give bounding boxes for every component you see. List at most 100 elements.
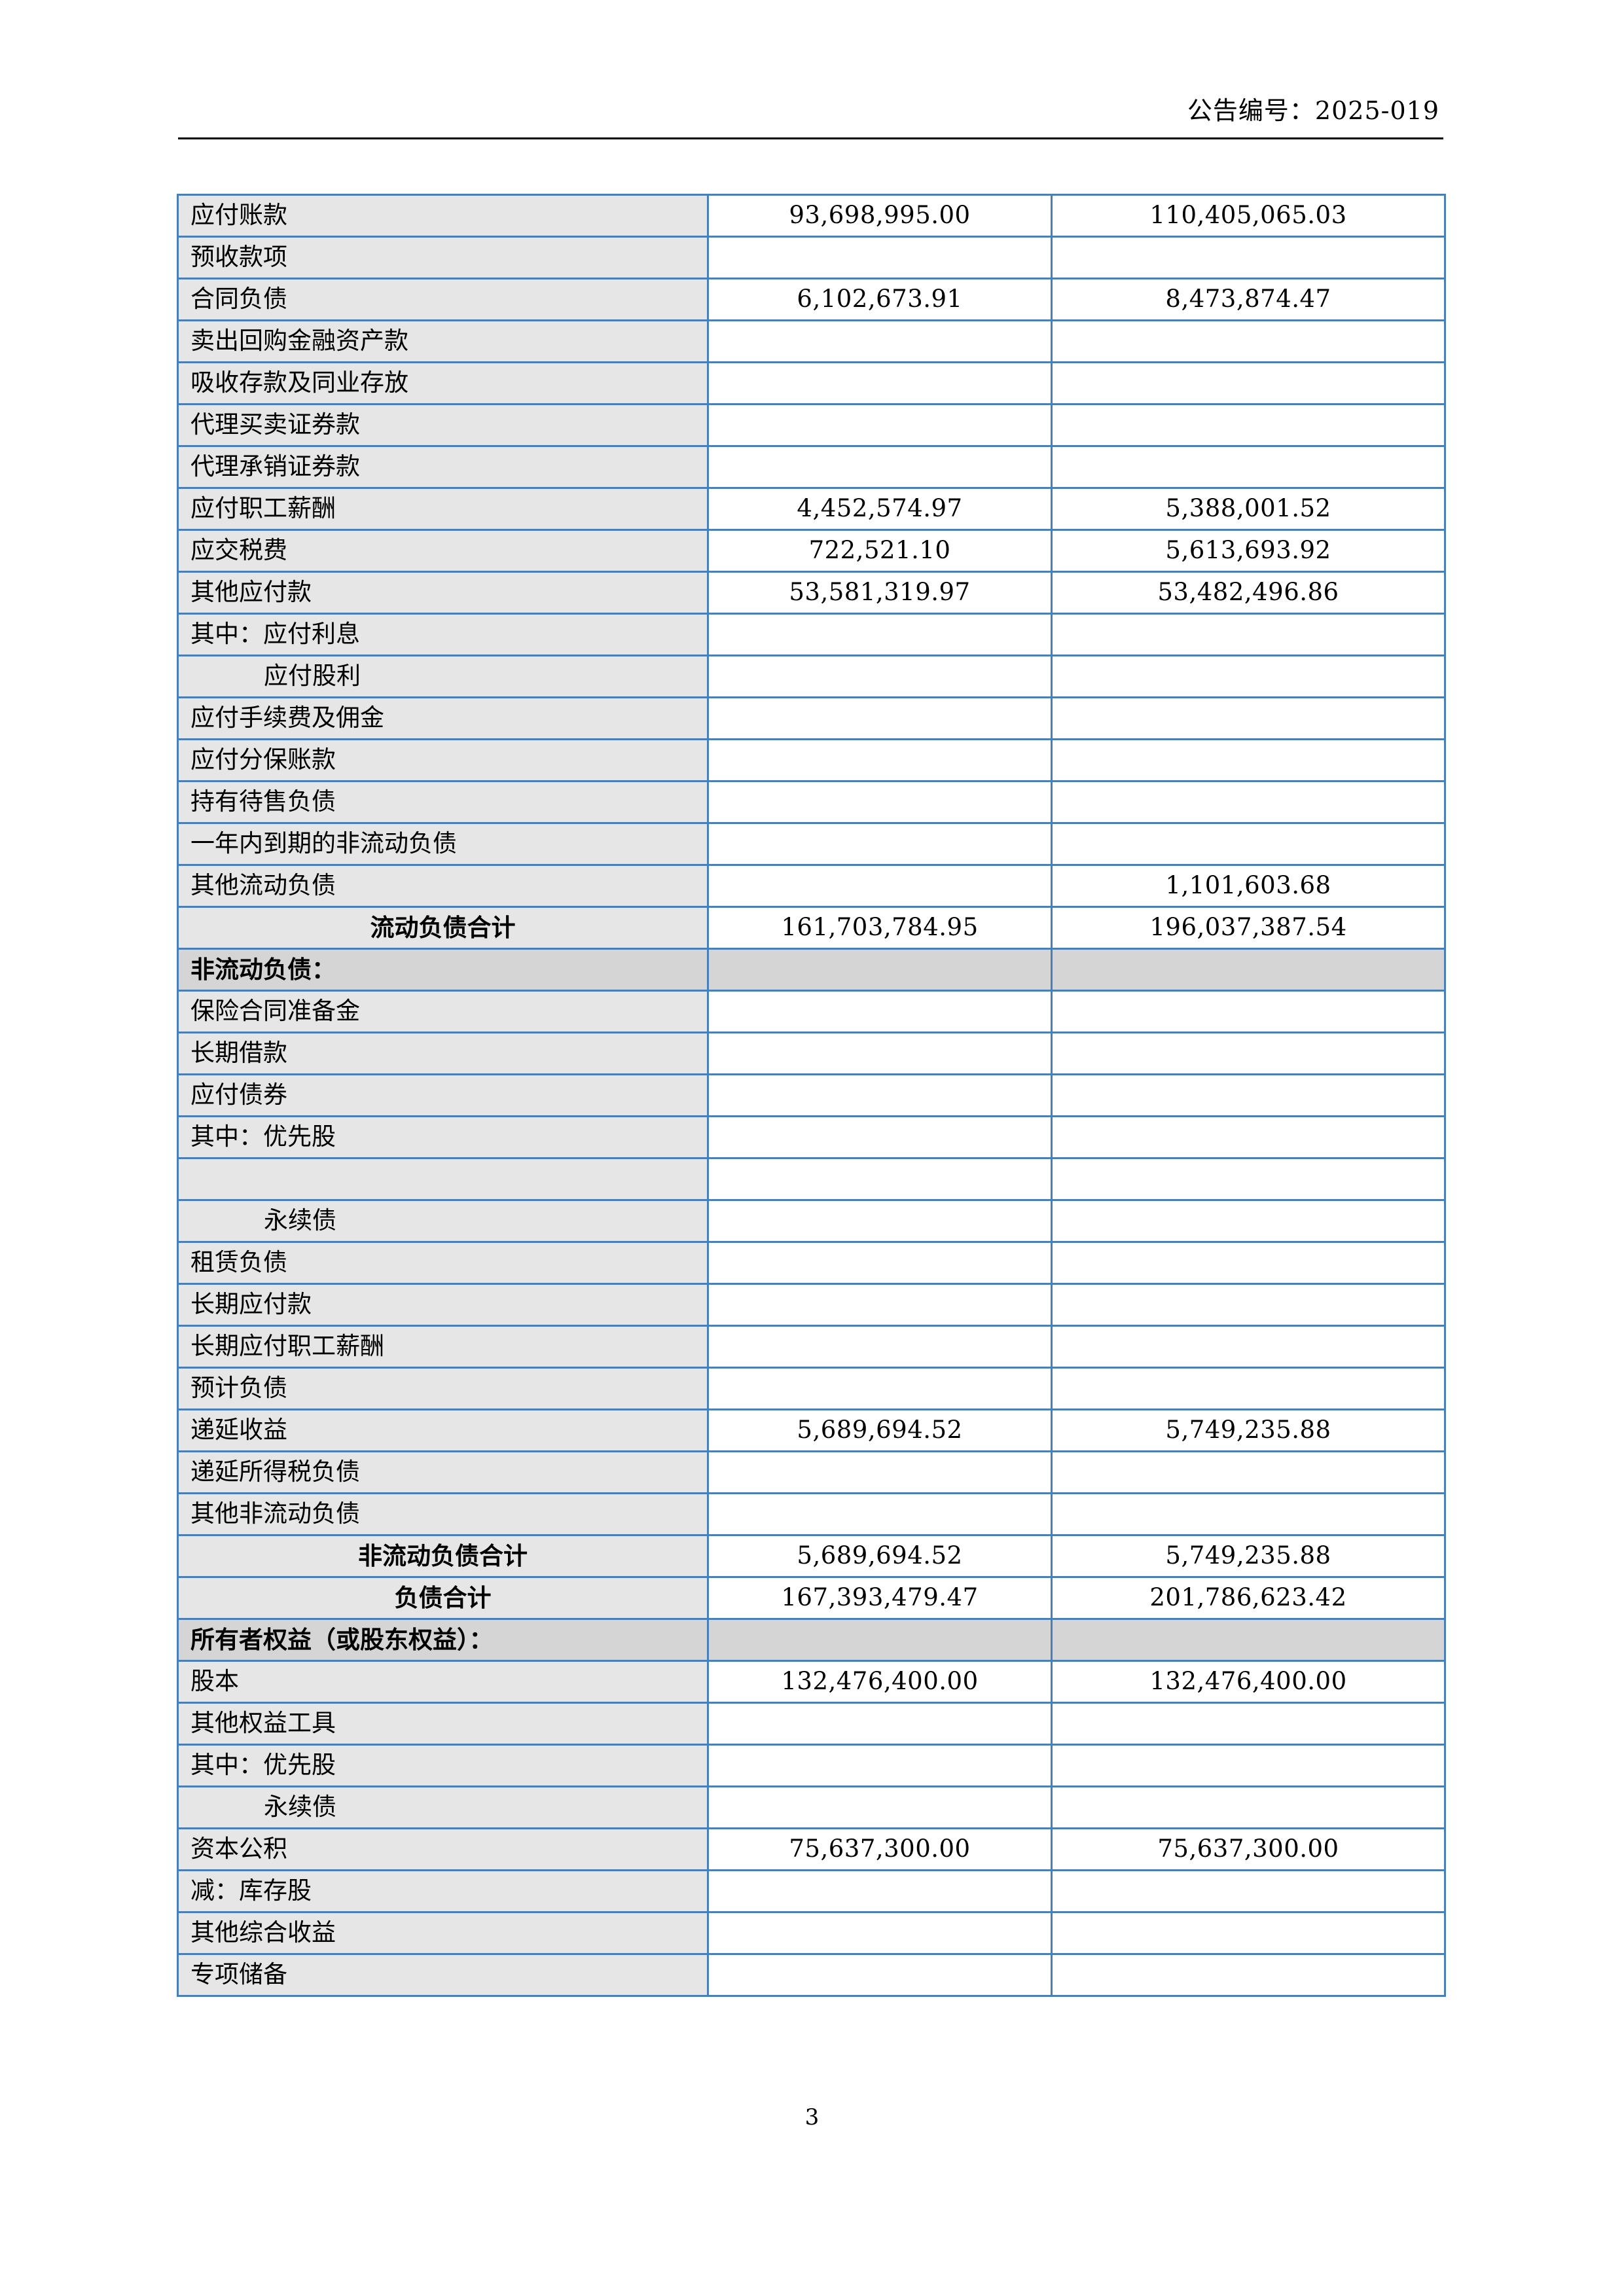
- row-value-period-begin: [1051, 1492, 1446, 1536]
- row-value-period-begin: 1,101,603.68: [1051, 864, 1446, 908]
- row-label: 应付手续费及佣金: [177, 696, 709, 740]
- row-value-period-begin: [1051, 1241, 1446, 1285]
- row-value-period-end: 53,581,319.97: [707, 571, 1053, 615]
- row-value-period-begin: [1051, 1199, 1446, 1243]
- row-label: 其他综合收益: [177, 1911, 709, 1955]
- row-value-period-end: 5,689,694.52: [707, 1534, 1053, 1578]
- row-value-period-begin: [1051, 1785, 1446, 1829]
- row-label: 永续债: [177, 1199, 709, 1243]
- table-row: 减：库存股: [177, 1869, 1446, 1913]
- row-value-period-begin: [1051, 403, 1446, 447]
- table-row: 长期应付职工薪酬: [177, 1325, 1446, 1369]
- row-label: 应付股利: [177, 655, 709, 698]
- table-row: 长期借款: [177, 1031, 1446, 1075]
- row-value-period-end: [707, 1492, 1053, 1536]
- row-label: 应交税费: [177, 529, 709, 573]
- table-row: 其中：优先股: [177, 1115, 1446, 1159]
- row-value-period-end: [707, 655, 1053, 698]
- row-value-period-begin: 5,749,235.88: [1051, 1408, 1446, 1452]
- row-value-period-end: [707, 1744, 1053, 1787]
- row-value-period-begin: 75,637,300.00: [1051, 1827, 1446, 1871]
- row-label: 应付账款: [177, 194, 709, 238]
- row-value-period-end: 93,698,995.00: [707, 194, 1053, 238]
- row-value-period-begin: [1051, 236, 1446, 279]
- row-value-period-begin: 110,405,065.03: [1051, 194, 1446, 238]
- table-row: 预收款项: [177, 236, 1446, 279]
- row-value-period-end: [707, 1199, 1053, 1243]
- row-value-period-end: 722,521.10: [707, 529, 1053, 573]
- row-value-period-begin: [1051, 1953, 1446, 1997]
- row-label: 永续债: [177, 1785, 709, 1829]
- row-label: 其他应付款: [177, 571, 709, 615]
- table-row: 应付职工薪酬 4,452,574.97 5,388,001.52: [177, 487, 1446, 531]
- table-row: 其他非流动负债: [177, 1492, 1446, 1536]
- row-value-period-end: [707, 1367, 1053, 1410]
- row-value-period-end: [707, 822, 1053, 866]
- header-divider: [178, 137, 1443, 139]
- row-value-period-end: 161,703,784.95: [707, 906, 1053, 950]
- row-label: [177, 1157, 709, 1201]
- row-value-period-begin: [1051, 1744, 1446, 1787]
- row-value-period-end: [707, 403, 1053, 447]
- table-row: 资本公积 75,637,300.00 75,637,300.00: [177, 1827, 1446, 1871]
- row-label: 预收款项: [177, 236, 709, 279]
- row-label: 减：库存股: [177, 1869, 709, 1913]
- row-label: 预计负债: [177, 1367, 709, 1410]
- row-label: 递延收益: [177, 1408, 709, 1452]
- table-row: 合同负债 6,102,673.91 8,473,874.47: [177, 278, 1446, 321]
- table-row: 应交税费 722,521.10 5,613,693.92: [177, 529, 1446, 573]
- table-row: 应付股利: [177, 655, 1446, 698]
- row-value-period-end: [707, 445, 1053, 489]
- announcement-code: 公告编号：2025-019: [1187, 96, 1439, 125]
- row-value-period-end: [707, 236, 1053, 279]
- table-row: 其中：优先股: [177, 1744, 1446, 1787]
- row-label: 长期应付职工薪酬: [177, 1325, 709, 1369]
- row-value-period-begin: [1051, 1073, 1446, 1117]
- table-row: 应付手续费及佣金: [177, 696, 1446, 740]
- table-row: 代理买卖证券款: [177, 403, 1446, 447]
- row-value-period-end: [707, 1911, 1053, 1955]
- row-label: 租赁负债: [177, 1241, 709, 1285]
- table-row: 负债合计 167,393,479.47 201,786,623.42: [177, 1576, 1446, 1620]
- table-row: 所有者权益（或股东权益）：: [177, 1618, 1446, 1662]
- row-label: 所有者权益（或股东权益）：: [177, 1618, 709, 1662]
- row-value-period-begin: [1051, 1869, 1446, 1913]
- row-value-period-begin: [1051, 1031, 1446, 1075]
- row-value-period-end: 4,452,574.97: [707, 487, 1053, 531]
- row-value-period-begin: 5,613,693.92: [1051, 529, 1446, 573]
- row-value-period-end: [707, 1241, 1053, 1285]
- row-label: 其他流动负债: [177, 864, 709, 908]
- row-label: 长期借款: [177, 1031, 709, 1075]
- row-value-period-end: 132,476,400.00: [707, 1660, 1053, 1704]
- row-value-period-end: [707, 1325, 1053, 1369]
- table-row: 递延所得税负债: [177, 1450, 1446, 1494]
- row-value-period-end: [707, 1115, 1053, 1159]
- row-value-period-begin: [1051, 1367, 1446, 1410]
- table-row: 长期应付款: [177, 1283, 1446, 1327]
- row-value-period-end: [707, 738, 1053, 782]
- row-value-period-begin: [1051, 1450, 1446, 1494]
- row-value-period-end: [707, 1450, 1053, 1494]
- row-value-period-end: [707, 1031, 1053, 1075]
- row-value-period-begin: 201,786,623.42: [1051, 1576, 1446, 1620]
- row-value-period-end: [707, 780, 1053, 824]
- table-row: 代理承销证券款: [177, 445, 1446, 489]
- row-value-period-begin: [1051, 1325, 1446, 1369]
- row-value-period-begin: [1051, 780, 1446, 824]
- row-label: 保险合同准备金: [177, 990, 709, 1033]
- table-row: 永续债: [177, 1785, 1446, 1829]
- row-value-period-end: [707, 1073, 1053, 1117]
- table-row: 其他权益工具: [177, 1702, 1446, 1746]
- table-row: 预计负债: [177, 1367, 1446, 1410]
- row-value-period-begin: [1051, 1283, 1446, 1327]
- table-row: 吸收存款及同业存放: [177, 361, 1446, 405]
- row-label: 应付分保账款: [177, 738, 709, 782]
- row-label: 长期应付款: [177, 1283, 709, 1327]
- table-row: 其他应付款 53,581,319.97 53,482,496.86: [177, 571, 1446, 615]
- row-value-period-end: 75,637,300.00: [707, 1827, 1053, 1871]
- table-row: 卖出回购金融资产款: [177, 319, 1446, 363]
- row-value-period-begin: [1051, 1702, 1446, 1746]
- table-row: 保险合同准备金: [177, 990, 1446, 1033]
- row-label: 其中：优先股: [177, 1744, 709, 1787]
